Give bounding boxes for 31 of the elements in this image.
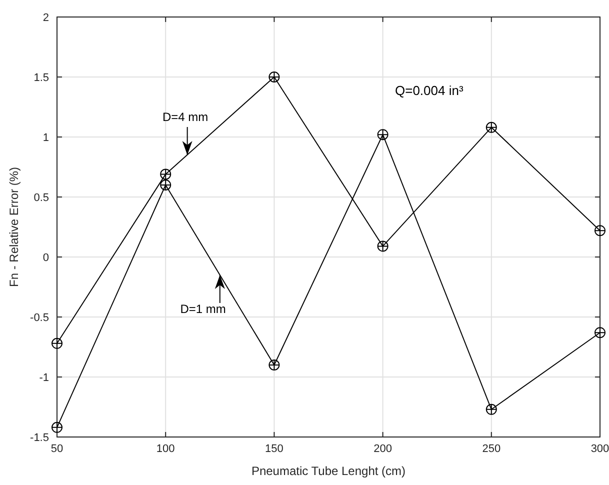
y-tick-label: 0 <box>42 252 49 264</box>
y-tick-label: 2 <box>42 12 49 24</box>
y-tick-label: -0.5 <box>30 312 49 324</box>
point <box>160 168 172 180</box>
annotation: Q=0.004 in³ <box>395 83 464 98</box>
y-tick-label: 1.5 <box>34 72 49 84</box>
x-tick-label: 300 <box>590 443 609 455</box>
x-tick-label: 250 <box>482 443 501 455</box>
point <box>268 72 280 82</box>
y-tick-label: 0.5 <box>34 192 49 204</box>
annotation: D=1 mm <box>180 302 226 316</box>
x-tick-label: 200 <box>374 443 392 455</box>
point <box>52 338 62 349</box>
x-axis-title: Pneumatic Tube Lenght (cm) <box>251 464 406 478</box>
point <box>268 360 280 370</box>
annotation: D=4 mm <box>162 110 208 124</box>
point <box>377 240 388 252</box>
x-tick-label: 100 <box>156 443 175 455</box>
point <box>377 129 388 140</box>
y-tick-label: -1.5 <box>30 432 49 444</box>
point <box>594 327 606 338</box>
point <box>486 122 497 133</box>
x-tick-label: 150 <box>265 443 284 455</box>
point <box>594 225 606 236</box>
y-tick-label: -1 <box>39 372 49 384</box>
x-tick-label: 50 <box>50 443 64 455</box>
point <box>486 404 497 415</box>
y-tick-label: 1 <box>42 132 49 144</box>
point <box>52 422 62 433</box>
point <box>160 180 172 190</box>
y-axis-title: Fn - Relative Error (%) <box>7 166 21 288</box>
